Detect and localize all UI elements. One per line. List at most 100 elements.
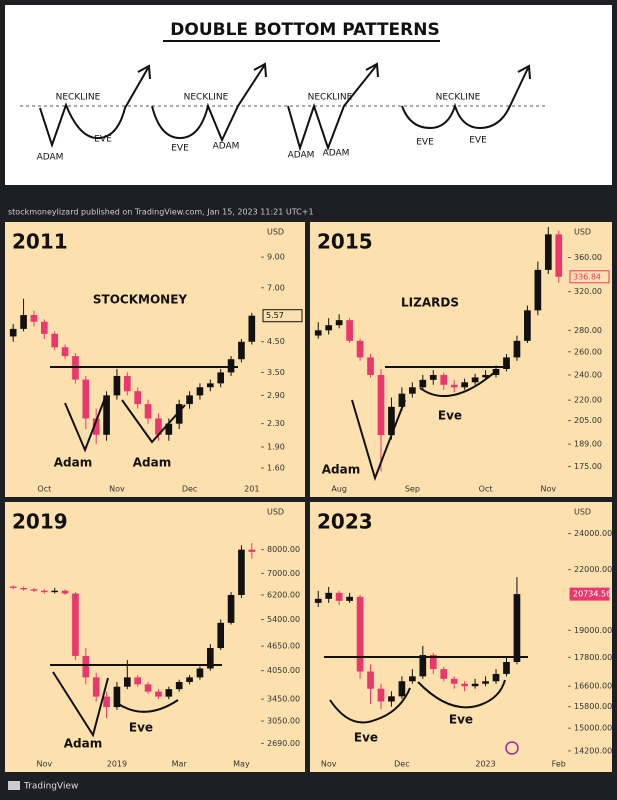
pattern-label: ADAM — [323, 149, 350, 159]
y-tick-label: 4.50 — [267, 337, 285, 346]
pattern-drawing — [50, 366, 238, 453]
chart-panel — [310, 222, 612, 497]
x-tick-label: Sep — [405, 485, 420, 494]
annotation: LIZARDS — [401, 296, 459, 310]
candle-body — [186, 677, 193, 682]
y-tick-label: 24000.00 — [574, 529, 612, 538]
candle-body — [92, 418, 100, 435]
candle-body — [20, 587, 27, 590]
x-tick-label: Nov — [321, 760, 337, 769]
x-tick-label: Nov — [37, 760, 53, 769]
y-tick-label: 15800.00 — [574, 702, 612, 711]
y-tick-label: 17800.00 — [574, 653, 612, 662]
candle-body — [9, 586, 17, 588]
candle-body — [165, 689, 173, 697]
candle-body — [82, 655, 90, 678]
candle-body — [409, 387, 416, 394]
candle-body — [103, 395, 110, 435]
plot — [314, 577, 521, 710]
candle-body — [513, 340, 521, 358]
candle-body — [155, 691, 162, 697]
y-tick-label: 220.00 — [574, 396, 602, 405]
candle-body — [51, 333, 59, 348]
candle-body — [30, 589, 38, 591]
candle-body — [398, 393, 406, 407]
candle-body — [20, 315, 27, 329]
candle-body — [72, 593, 79, 656]
pattern-label: EVE — [171, 144, 189, 154]
y-tick-label: 1.90 — [267, 443, 285, 452]
candle-body — [492, 368, 500, 375]
candle-body — [314, 330, 322, 336]
y-tick-label: 3050.00 — [267, 717, 300, 726]
annotation: Eve — [129, 721, 153, 735]
candle-body — [113, 375, 121, 396]
pattern-label: ADAM — [37, 153, 64, 163]
candle-body — [134, 677, 142, 685]
neckline-label: NECKLINE — [184, 93, 229, 103]
candle-body — [356, 596, 364, 672]
candle-body — [134, 391, 142, 405]
annotation: Eve — [438, 409, 462, 423]
neckline-label: NECKLINE — [56, 93, 101, 103]
x-tick-label: 2023 — [475, 760, 495, 769]
candle-body — [217, 622, 225, 649]
x-tick-label: Oct — [479, 485, 493, 494]
candle-body — [482, 681, 489, 684]
annotation: Adam — [54, 456, 92, 470]
candle-body — [503, 661, 510, 674]
candle-body — [429, 654, 437, 670]
x-tick-label: Dec — [394, 760, 409, 769]
y-tick-label: 1.60 — [267, 463, 285, 472]
candle-body — [40, 590, 48, 593]
y-tick-label: 7000.00 — [267, 569, 300, 578]
y-tick-label: 4050.00 — [267, 666, 300, 675]
candle-body — [440, 374, 448, 385]
y-tick-label: 2690.00 — [267, 739, 300, 748]
candle-body — [419, 654, 427, 677]
x-tick-label: Dec — [182, 485, 197, 494]
y-tick-label: 15000.00 — [574, 724, 612, 733]
pattern-drawing — [351, 366, 510, 482]
x-tick-label: Feb — [552, 760, 566, 769]
y-tick-label: 240.00 — [574, 370, 602, 379]
candle-body — [175, 404, 183, 424]
x-tick-label: Oct — [37, 485, 51, 494]
currency-label: USD — [267, 228, 284, 237]
annotation: Adam — [64, 737, 102, 751]
candle-body — [367, 357, 374, 375]
candle-body — [544, 234, 552, 270]
logo-mark — [8, 781, 20, 790]
candle-body — [471, 683, 479, 687]
y-tick-label: 175.00 — [574, 462, 602, 471]
pattern-label: EVE — [416, 138, 434, 148]
pattern-label: EVE — [469, 136, 487, 146]
x-tick-label: 201 — [244, 485, 259, 494]
candle-body — [248, 549, 256, 552]
y-tick-label: 3.50 — [267, 368, 285, 377]
candle-body — [82, 379, 90, 419]
footer: TradingView — [8, 781, 78, 792]
candle-body — [186, 395, 193, 405]
y-tick-label: 2.30 — [267, 419, 285, 428]
candle-body — [471, 377, 479, 383]
candle-body — [227, 359, 235, 373]
publisher-note: stockmoneylizard published on TradingVie… — [8, 208, 314, 217]
header-title: DOUBLE BOTTOM PATTERNS — [170, 20, 439, 40]
candle-body — [367, 671, 374, 689]
candle-body — [206, 383, 214, 388]
candle-body — [196, 387, 204, 396]
candle-body — [9, 328, 17, 337]
currency-label: USD — [574, 228, 591, 237]
pattern-drawing — [324, 656, 528, 724]
y-tick-label: 3450.00 — [267, 695, 300, 704]
plot — [314, 227, 563, 472]
x-tick-label: Nov — [109, 485, 125, 494]
y-tick-label: 19000.00 — [574, 626, 612, 635]
candle-body — [314, 598, 322, 603]
x-tick-label: Mar — [172, 760, 188, 769]
candle-body — [388, 406, 395, 436]
candle-body — [155, 418, 162, 435]
candle-body — [524, 310, 531, 341]
x-tick-label: Aug — [331, 485, 347, 494]
